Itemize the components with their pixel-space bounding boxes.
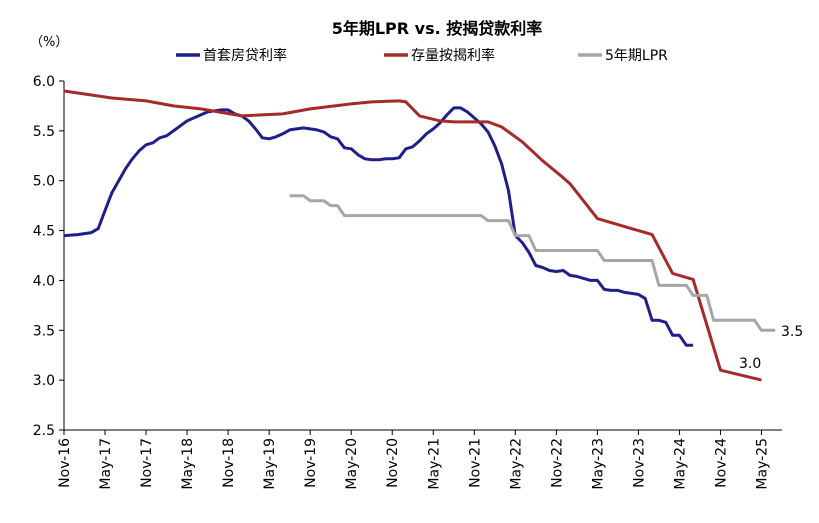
series-layer bbox=[63, 89, 776, 382]
x-tick-label: May-19 bbox=[262, 438, 278, 490]
y-tick-label: 6.0 bbox=[33, 74, 55, 90]
y-tick-label: 4.5 bbox=[33, 224, 55, 240]
x-tick-label: May-22 bbox=[508, 438, 524, 490]
chart-title: 5年期LPR vs. 按揭贷款利率 bbox=[332, 19, 543, 38]
series-line-5y-lpr bbox=[289, 194, 776, 332]
x-tick-label: Nov-22 bbox=[549, 438, 565, 488]
annotation-lpr-latest: 3.5 bbox=[781, 324, 803, 340]
legend-label-first-home-loan-rate: 首套房贷利率 bbox=[203, 47, 287, 64]
y-tick-label: 2.5 bbox=[33, 423, 55, 439]
x-tick-label: May-20 bbox=[344, 438, 360, 490]
legend: 首套房贷利率 存量按揭利率 5年期LPR bbox=[176, 47, 668, 64]
x-tick-label: May-21 bbox=[426, 438, 442, 490]
x-tick-label: May-18 bbox=[180, 438, 196, 490]
x-tick-label: Nov-21 bbox=[467, 438, 483, 488]
y-tick-label: 3.5 bbox=[33, 323, 55, 339]
y-tick-label: 4.0 bbox=[33, 273, 55, 289]
x-tick-label: Nov-18 bbox=[221, 438, 237, 488]
series-line-outstanding-mortgage-rate bbox=[63, 89, 762, 382]
series-line-first-home-loan-rate bbox=[63, 106, 694, 347]
x-tick-label: Nov-19 bbox=[303, 438, 319, 488]
x-tick-label: Nov-20 bbox=[385, 438, 401, 488]
y-axis-unit-label: （%） bbox=[30, 35, 68, 50]
x-tick-label: Nov-17 bbox=[139, 438, 155, 488]
x-tick-label: Nov-16 bbox=[57, 438, 73, 488]
axes: 2.5 3.0 3.5 4.0 4.5 5.0 5.5 6.0 Nov-16 May-17 Nov-… bbox=[33, 74, 782, 490]
x-tick-label: May-17 bbox=[98, 438, 114, 490]
x-tick-label: May-24 bbox=[672, 438, 688, 490]
x-tick-label: May-25 bbox=[754, 438, 770, 490]
legend-label-outstanding-mortgage-rate: 存量按揭利率 bbox=[411, 47, 495, 64]
x-tick-label: May-23 bbox=[590, 438, 606, 490]
y-tick-label: 3.0 bbox=[33, 373, 55, 389]
x-tick-label: Nov-23 bbox=[631, 438, 647, 488]
y-tick-label: 5.5 bbox=[33, 124, 55, 140]
y-tick-label: 5.0 bbox=[33, 174, 55, 190]
annotation-outstanding-rate-latest: 3.0 bbox=[739, 356, 761, 372]
x-tick-label: Nov-24 bbox=[713, 438, 729, 488]
legend-label-5y-lpr: 5年期LPR bbox=[605, 48, 668, 64]
